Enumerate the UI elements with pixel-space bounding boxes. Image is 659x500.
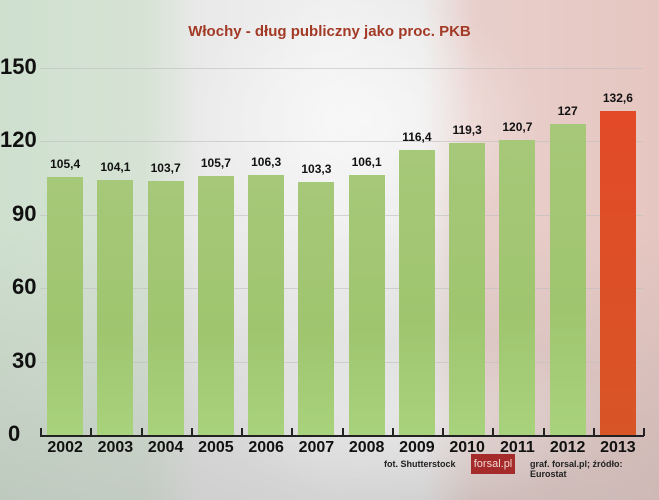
x-tick-label: 2009	[399, 439, 435, 456]
x-tick-label: 2006	[248, 439, 284, 456]
x-tick-label: 2013	[600, 439, 636, 456]
x-tick-label: 2005	[198, 439, 234, 456]
x-axis-tick	[341, 428, 344, 436]
x-axis-tick	[140, 428, 143, 436]
x-tick-label: 2003	[97, 439, 134, 456]
x-tick-label: 2011	[500, 439, 535, 456]
value-label: 103,7	[150, 161, 181, 176]
bar-2006	[248, 174, 285, 435]
forsal-logo: forsal.pl	[471, 454, 515, 474]
bar-2011	[499, 139, 536, 435]
y-tick-label: 60	[12, 274, 37, 300]
x-axis-tick	[492, 428, 495, 436]
x-tick-label: 2002	[47, 439, 83, 456]
x-axis-tick	[291, 428, 294, 436]
gridline	[40, 288, 643, 290]
value-label: 119,3	[452, 123, 482, 138]
x-tick-label: 2008	[348, 439, 385, 456]
bar-2008	[348, 175, 385, 435]
gridline	[40, 141, 643, 143]
value-label: 116,4	[402, 130, 432, 145]
x-tick-label: 2010	[449, 439, 485, 456]
photo-credit: fot. Shutterstock	[384, 459, 456, 469]
bar-2010	[449, 143, 486, 435]
x-axis-tick	[592, 428, 595, 436]
gridline	[40, 214, 643, 216]
x-tick-label: 2012	[549, 439, 586, 456]
y-tick-label: 120	[0, 127, 37, 153]
y-tick-label: 150	[0, 54, 37, 79]
x-tick-label: 2004	[147, 439, 184, 456]
x-axis-tick	[190, 428, 193, 436]
value-label: 103,3	[301, 162, 332, 177]
y-tick-label: 30	[12, 347, 37, 373]
x-axis-tick	[90, 428, 93, 436]
bar-2012	[549, 124, 586, 435]
value-label: 132,6	[602, 90, 633, 105]
x-axis-tick	[241, 428, 243, 436]
source-credit: graf. forsal.pl; źródło: Eurostat	[530, 459, 623, 479]
x-axis-tick	[542, 428, 545, 436]
x-axis-line	[40, 435, 644, 437]
chart-title: Włochy - dług publiczny jako proc. PKB	[188, 23, 471, 40]
value-label: 106,1	[351, 155, 382, 170]
bar-2005	[197, 176, 234, 435]
gridline	[40, 68, 643, 69]
x-axis-tick	[442, 428, 444, 436]
value-label: 106,3	[251, 154, 282, 169]
value-label: 127	[557, 104, 578, 119]
x-tick-label: 2007	[298, 439, 335, 456]
value-label: 120,7	[502, 119, 533, 134]
y-tick-label: 90	[12, 200, 37, 226]
x-axis-tick	[40, 428, 42, 436]
bar-2003	[97, 180, 134, 435]
bar-2004	[147, 181, 184, 435]
value-label: 105,4	[50, 157, 81, 172]
value-label: 104,1	[100, 160, 131, 175]
gridline	[40, 361, 643, 363]
y-tick-label: 0	[8, 421, 21, 446]
bar-2002	[47, 177, 84, 435]
value-label: 105,7	[200, 156, 231, 171]
x-axis-tick	[643, 428, 645, 436]
bar-2009	[398, 150, 435, 435]
bar-2007	[298, 182, 335, 435]
x-axis-tick	[391, 428, 394, 436]
bar-2013	[599, 110, 636, 435]
